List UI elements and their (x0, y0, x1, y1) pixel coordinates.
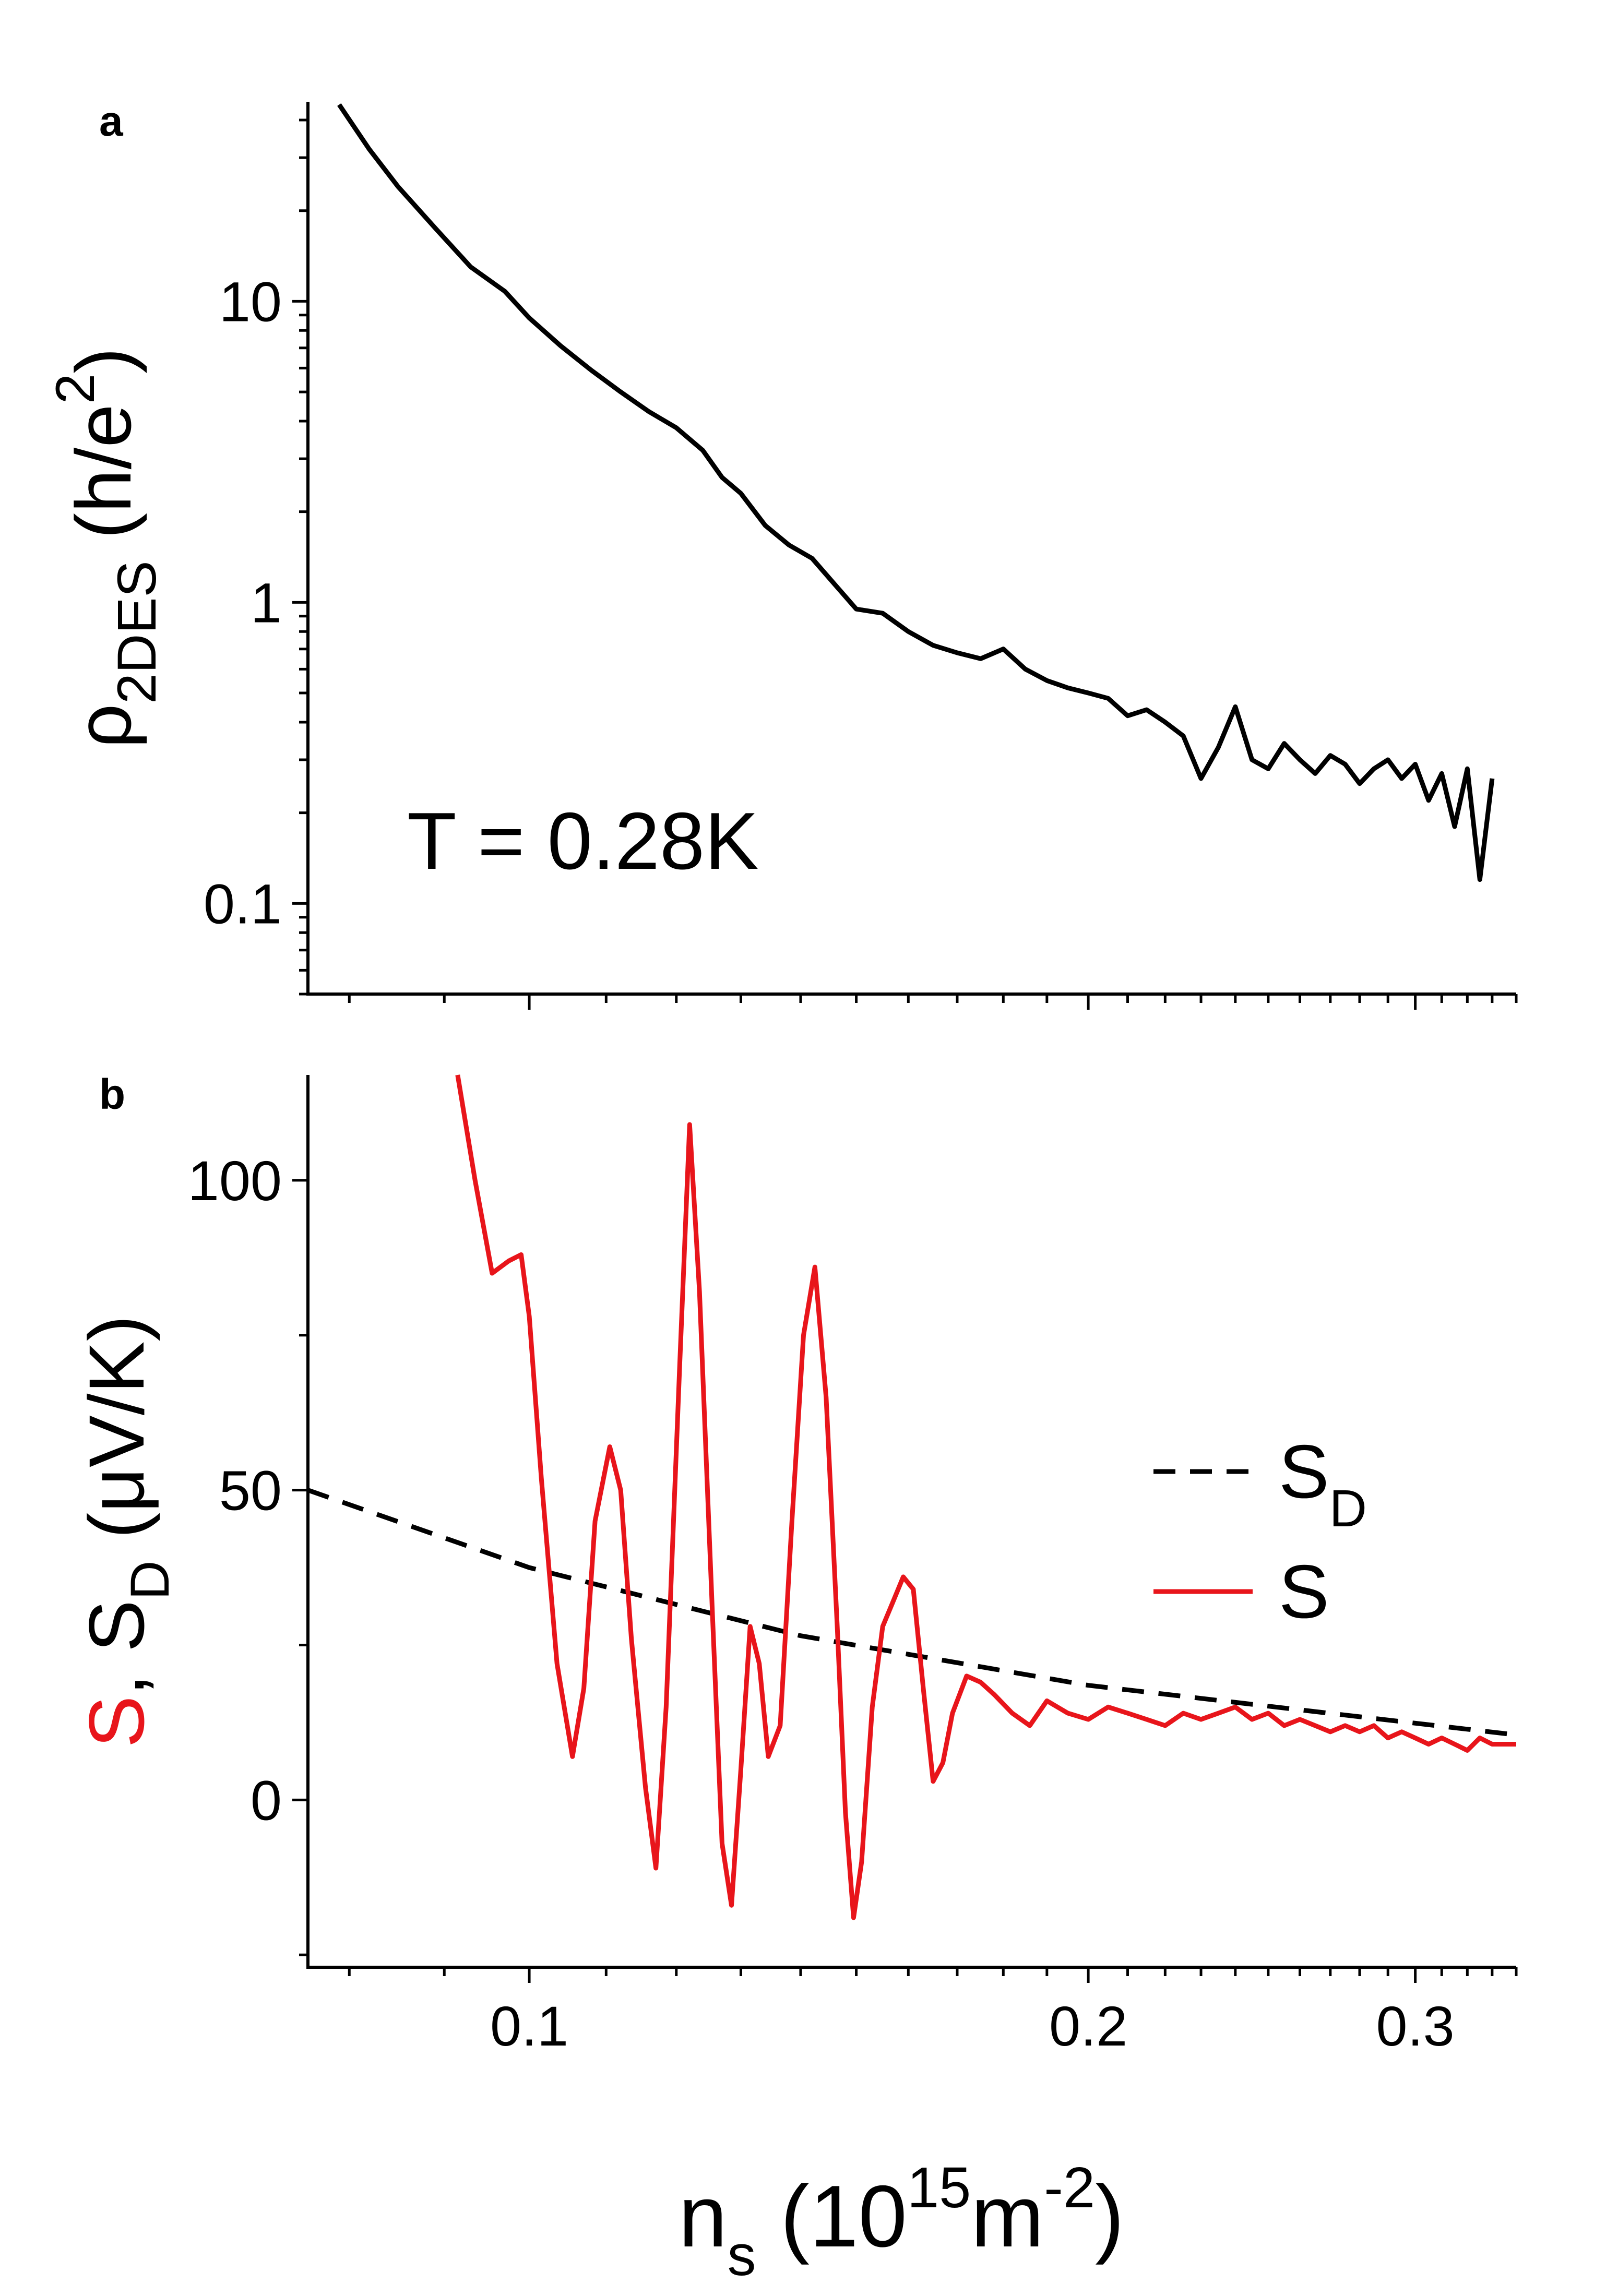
y-label-sd-sub: D (120, 1560, 181, 1600)
y-label-close: ) (60, 348, 147, 374)
x-axis-label-text: ns (1015m-2) (679, 2156, 1124, 2288)
legend-label-sd: SD (1279, 1429, 1367, 1538)
series-line-S (455, 1074, 1516, 1920)
panel-label: b (99, 1071, 125, 1118)
y-tick-label: 1 (251, 571, 282, 634)
legend-label-sd-main: S (1279, 1429, 1329, 1514)
y-tick-label: 50 (219, 1459, 282, 1522)
series-line-S_D (307, 1488, 1517, 1738)
legend: SDS (1153, 1429, 1367, 1634)
y-axis-label: ρ2DES (h/e2) (45, 348, 168, 748)
legend-label-sd-sub: D (1329, 1479, 1367, 1538)
y-label-rho: ρ (60, 704, 147, 748)
y-tick-label: 0 (251, 1768, 282, 1832)
y-label-sd: , S (73, 1600, 160, 1695)
y-label-s-red: S (73, 1695, 160, 1748)
panel-a: 10 1 0.1 a ρ2DES (h/e2) T = 0.28K (45, 98, 1518, 1010)
panel-label: a (99, 98, 124, 145)
legend-label-s: S (1279, 1549, 1329, 1634)
y-label-sub: 2DES (106, 560, 168, 703)
series-line-rho_2DES (337, 103, 1495, 882)
y-label-exp: 2 (45, 374, 106, 404)
temperature-annotation: T = 0.28K (407, 796, 759, 886)
x-tick-label: 0.3 (1376, 1994, 1455, 2058)
y-tick-label: 0.1 (204, 872, 282, 935)
y-axis-label: S, SD (μV/K) (73, 1315, 181, 1748)
axes-b: 100 50 0 0.1 0.2 0.3 (188, 1075, 1518, 2058)
y-label-unit: (h/e (60, 404, 147, 560)
y-tick-label: 100 (188, 1149, 282, 1212)
x-axis-label: ns (1015m-2) (679, 2156, 1124, 2288)
x-tick-label: 0.2 (1049, 1994, 1127, 2058)
y-tick-label: 10 (219, 270, 282, 333)
x-tick-label: 0.1 (490, 1994, 568, 2058)
axes-a: 10 1 0.1 (204, 102, 1518, 1010)
y-label-unit: (μV/K) (73, 1315, 160, 1560)
